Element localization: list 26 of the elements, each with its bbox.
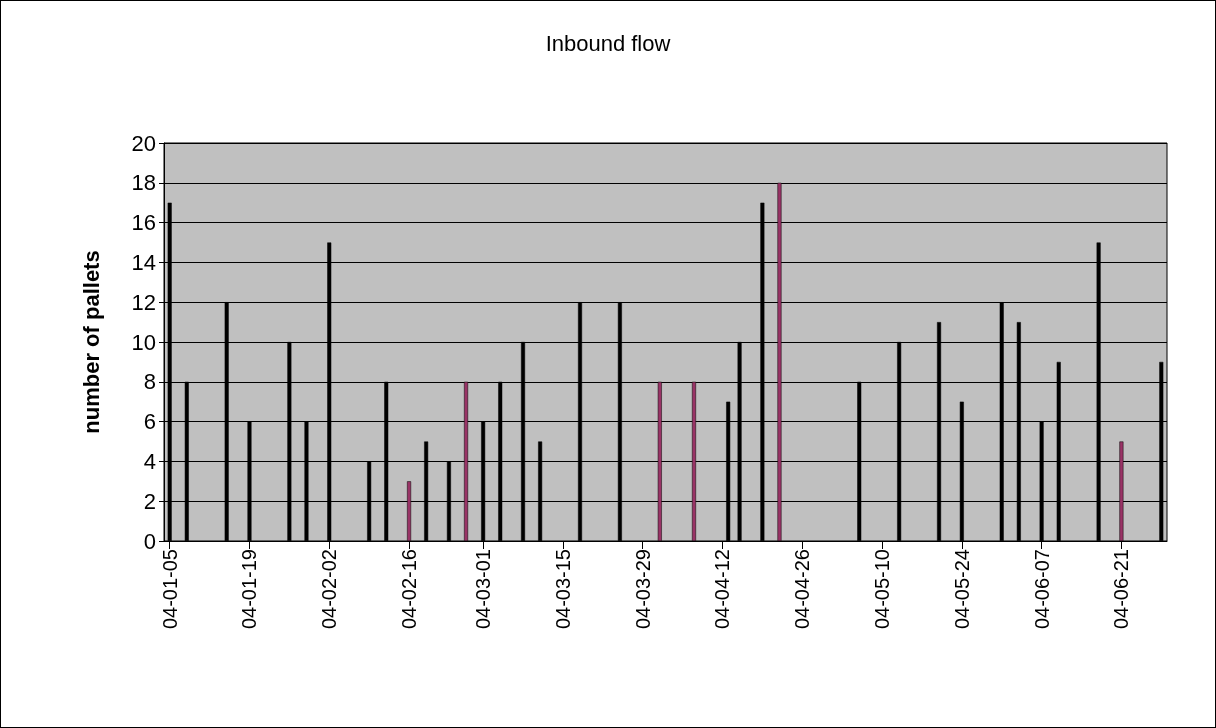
y-axis-title: number of pallets [78, 250, 104, 434]
x-tick-label: 04-05-24 [950, 549, 973, 630]
y-tick-label: 6 [143, 409, 156, 435]
x-tick-label: 04-06-07 [1030, 549, 1053, 630]
y-tick-label: 10 [131, 329, 156, 355]
x-tick-label: 04-05-10 [871, 549, 894, 630]
y-tick-label: 8 [143, 369, 156, 395]
x-tick-label: 04-02-16 [398, 549, 421, 630]
y-tick-label: 20 [131, 130, 156, 156]
x-tick-label: 04-03-01 [472, 549, 495, 630]
x-tick-label: 04-03-29 [631, 549, 654, 630]
y-tick-label: 16 [131, 210, 156, 236]
x-tick-label: 04-01-05 [158, 549, 181, 630]
y-tick-label: 12 [131, 289, 156, 315]
y-tick-label: 14 [131, 249, 156, 275]
chart-title: Inbound flow [545, 30, 671, 56]
y-tick-label: 18 [131, 170, 156, 196]
x-tick-label: 04-03-15 [551, 549, 574, 630]
y-tick-label: 4 [143, 448, 156, 474]
x-tick-label: 04-01-19 [238, 549, 261, 630]
x-tick-label: 04-06-21 [1110, 549, 1133, 630]
y-tick-label: 2 [143, 488, 156, 514]
y-tick-label: 0 [143, 528, 156, 554]
x-tick-label: 04-02-02 [318, 549, 341, 630]
x-tick-label: 04-04-12 [711, 549, 734, 630]
x-tick-label: 04-04-26 [791, 549, 814, 630]
